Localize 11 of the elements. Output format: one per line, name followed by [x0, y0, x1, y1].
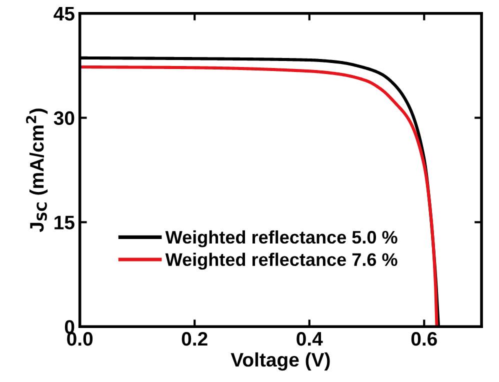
legend-label: Weighted reflectance 7.6 %: [165, 252, 398, 270]
y-tick-label: 30: [54, 111, 74, 126]
y-tick-label: 15: [54, 216, 74, 230]
x-tick-label: 0.4: [296, 332, 323, 346]
legend-label: Weighted reflectance 5.0 %: [165, 230, 398, 248]
x-tick-label: 0.6: [411, 332, 437, 346]
x-tick-label: 0.2: [182, 332, 208, 346]
x-axis-title: Voltage (V): [230, 352, 330, 371]
y-tick-label: 45: [54, 7, 74, 21]
y-axis-title: J$_{SC}$ (mA/cm$^{2}$): [26, 108, 48, 232]
x-tick-label: 0.0: [67, 332, 93, 346]
